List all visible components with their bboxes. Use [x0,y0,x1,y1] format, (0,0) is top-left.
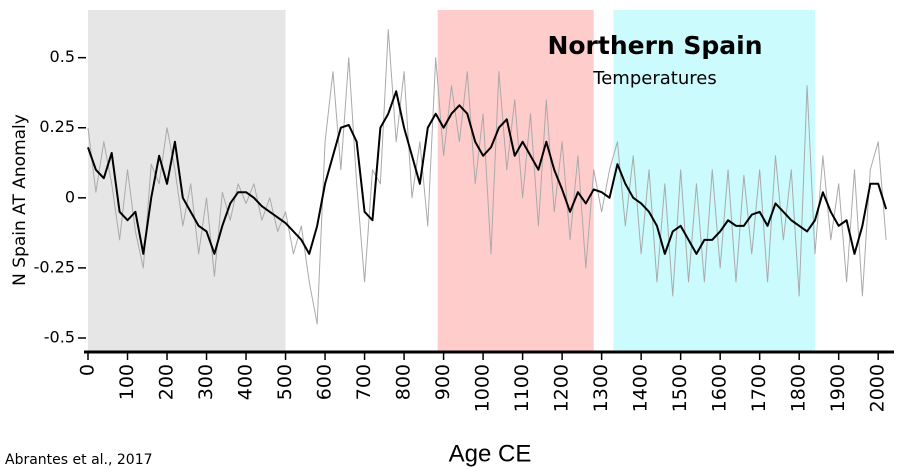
x-tick-label: 1000 [472,364,494,412]
x-tick-label: 1100 [511,364,533,412]
x-tick-label: 400 [235,364,257,400]
x-tick-label: 1800 [788,364,810,412]
x-axis-label: Age CE [449,440,532,467]
series-line [87,90,888,255]
chart-title: Northern Spain [547,31,762,60]
x-tick-label: 1700 [748,364,770,412]
x-tick-label: 500 [274,364,296,400]
x-tick-label: 800 [393,364,415,400]
y-tick-label: -0.25 [34,257,75,276]
x-tick-label: 1300 [590,364,612,412]
x-tick-label: 1500 [669,364,691,412]
x-tick-label: 100 [116,364,138,400]
lines [87,29,888,325]
chart-subtitle: Temperatures [592,68,716,89]
series-line [87,29,887,325]
shaded-period [437,10,594,352]
x-tick-label: 200 [156,364,178,400]
y-tick-label: 0.25 [39,117,75,136]
shaded-period [613,10,815,352]
y-axis-label: N Spain AT Anomaly [10,114,30,286]
y-tick-label: -0.5 [44,327,75,346]
x-tick-label: 1600 [709,364,731,412]
y-tick-label: 0 [65,187,75,206]
x-tick-label: 600 [314,364,336,400]
x-tick-label: 300 [195,364,217,400]
x-tick-label: 700 [353,364,375,400]
shaded-periods [88,10,815,352]
axes: -0.5 -0.25 0 0.25 0.5 0 100 200 300 400 500 600 700 8… [34,47,894,412]
source-note: Abrantes et al., 2017 [5,452,153,468]
x-tick-label: 1200 [551,364,573,412]
shaded-period [88,10,286,352]
x-tick-label: 0 [77,364,99,376]
x-tick-label: 2000 [867,364,889,412]
y-tick-label: 0.5 [50,47,75,66]
x-tick-label: 1900 [827,364,849,412]
x-tick-label: 1400 [630,364,652,412]
x-tick-label: 900 [432,364,454,400]
